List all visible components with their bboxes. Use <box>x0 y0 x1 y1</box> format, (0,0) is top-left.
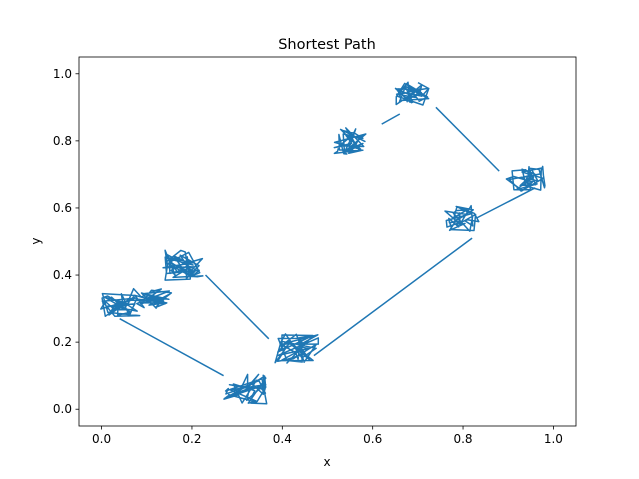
path-connector-3 <box>435 106 500 172</box>
path-connector-4 <box>476 187 536 219</box>
path-connector-2 <box>313 237 473 357</box>
path-cluster-0 <box>100 292 141 318</box>
path-cluster-1 <box>127 287 173 310</box>
path-cluster-4 <box>274 333 320 365</box>
y-tick-label: 0.8 <box>53 134 72 148</box>
y-tick-label: 0.2 <box>53 335 72 349</box>
y-axis-ticks: 0.0 0.2 0.4 0.6 0.8 1.0 <box>53 67 79 416</box>
y-axis-label: y <box>29 237 43 244</box>
path-cluster-8 <box>505 165 546 192</box>
axes-frame <box>78 56 577 427</box>
x-tick-label: 0.0 <box>92 432 111 446</box>
plot-data-layer <box>100 81 546 405</box>
path-connector-0 <box>119 318 224 377</box>
path-cluster-2 <box>162 249 204 281</box>
y-tick-label: 0.4 <box>53 268 72 282</box>
path-connector-5 <box>381 113 401 125</box>
chart-title: Shortest Path <box>278 37 376 53</box>
x-axis-ticks: 0.0 0.2 0.4 0.6 0.8 1.0 <box>92 426 563 446</box>
x-axis-label: x <box>323 455 330 469</box>
y-tick-label: 1.0 <box>53 67 72 81</box>
x-tick-label: 0.2 <box>182 432 201 446</box>
path-cluster-3 <box>223 373 268 405</box>
y-tick-label: 0.6 <box>53 201 72 215</box>
x-tick-label: 0.4 <box>273 432 292 446</box>
path-cluster-6 <box>394 81 430 106</box>
path-cluster-7 <box>444 204 480 232</box>
x-tick-label: 0.8 <box>453 432 472 446</box>
path-connector-1 <box>204 274 270 340</box>
x-tick-label: 0.6 <box>363 432 382 446</box>
path-cluster-5 <box>333 127 367 155</box>
y-tick-label: 0.0 <box>53 402 72 416</box>
x-tick-label: 1.0 <box>544 432 563 446</box>
